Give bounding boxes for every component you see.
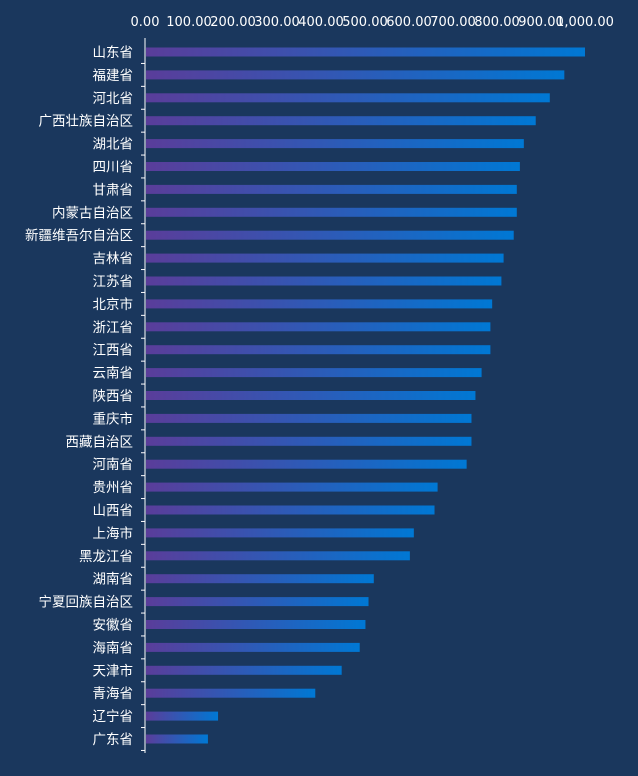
- bar[interactable]: [146, 642, 360, 652]
- x-axis-ticks: 0.00 100.00200.00300.00400.00500.00600.00…: [131, 15, 614, 30]
- bar[interactable]: [146, 551, 410, 561]
- bar[interactable]: [146, 459, 467, 469]
- category-label: 海南省: [93, 640, 134, 656]
- category-label: 吉林省: [93, 251, 134, 267]
- category-label: 山东省: [93, 45, 134, 61]
- bar[interactable]: [146, 93, 550, 103]
- x-tick-label: 800.00: [474, 15, 520, 30]
- bar[interactable]: [146, 162, 520, 171]
- category-label: 江西省: [93, 343, 134, 359]
- bar[interactable]: [146, 688, 316, 698]
- category-label: 湖北省: [93, 137, 134, 153]
- bar[interactable]: [146, 711, 219, 721]
- x-tick-label: 0.00: [131, 15, 160, 30]
- category-label: 天津市: [93, 662, 134, 679]
- x-tick-label: 400.00: [298, 15, 344, 30]
- bar[interactable]: [146, 665, 342, 675]
- bar[interactable]: [146, 70, 565, 80]
- bar[interactable]: [146, 528, 414, 538]
- category-label: 河南省: [93, 457, 134, 473]
- category-label: 北京市: [93, 296, 134, 313]
- category-label: 重庆市: [93, 410, 134, 427]
- category-label: 河北省: [93, 91, 134, 107]
- category-label: 山西省: [93, 503, 134, 519]
- x-tick-label: 100.00: [166, 15, 212, 30]
- category-label: 宁夏回族自治区: [39, 594, 134, 611]
- x-tick-label: 200.00: [210, 15, 256, 30]
- bar[interactable]: [146, 230, 514, 240]
- bar[interactable]: [146, 620, 366, 629]
- category-label: 黑龙江省: [79, 549, 133, 565]
- bar[interactable]: [146, 482, 438, 492]
- bar[interactable]: [146, 574, 374, 584]
- category-label: 广西壮族自治区: [39, 114, 134, 130]
- bar[interactable]: [146, 184, 517, 194]
- bar[interactable]: [146, 597, 369, 607]
- category-label: 广东省: [93, 732, 134, 748]
- category-label: 贵州省: [93, 480, 134, 496]
- category-label: 陕西省: [93, 389, 134, 405]
- bar[interactable]: [146, 47, 585, 57]
- category-label: 安徽省: [93, 618, 134, 634]
- category-label: 上海市: [93, 525, 134, 542]
- category-label: 甘肃省: [93, 182, 134, 198]
- category-label: 内蒙古自治区: [52, 205, 133, 221]
- category-label: 西藏自治区: [66, 434, 134, 450]
- bar[interactable]: [146, 505, 435, 515]
- bars: [141, 47, 585, 751]
- bar[interactable]: [146, 345, 491, 355]
- category-label: 江苏省: [93, 274, 134, 290]
- bar[interactable]: [146, 276, 502, 286]
- bar[interactable]: [146, 368, 482, 378]
- category-label: 青海省: [93, 686, 134, 702]
- bar[interactable]: [146, 734, 208, 744]
- bar[interactable]: [146, 116, 536, 126]
- bar[interactable]: [146, 391, 476, 400]
- x-tick-label: 600.00: [386, 15, 432, 30]
- bar[interactable]: [146, 207, 517, 217]
- category-label: 四川省: [93, 160, 134, 176]
- category-label: 云南省: [93, 366, 134, 382]
- y-axis-labels: 山东省福建省河北省广西壮族自治区湖北省四川省甘肃省内蒙古自治区新疆维吾尔自治区吉…: [25, 45, 133, 748]
- category-label: 新疆维吾尔自治区: [25, 228, 133, 244]
- category-label: 浙江省: [93, 320, 134, 336]
- category-label: 福建省: [93, 68, 134, 84]
- x-tick-label: 900.00: [518, 15, 564, 30]
- x-tick-label: 500.00: [342, 15, 388, 30]
- bar[interactable]: [146, 436, 472, 446]
- bar[interactable]: [146, 253, 504, 263]
- x-tick-label: 1,000.00: [556, 15, 614, 30]
- bar[interactable]: [146, 299, 493, 309]
- x-tick-label: 700.00: [430, 15, 476, 30]
- bar[interactable]: [146, 413, 472, 423]
- bar[interactable]: [146, 139, 524, 149]
- x-tick-label: 300.00: [254, 15, 300, 30]
- category-label: 湖南省: [93, 572, 134, 588]
- category-label: 辽宁省: [93, 708, 134, 725]
- bar[interactable]: [146, 322, 491, 332]
